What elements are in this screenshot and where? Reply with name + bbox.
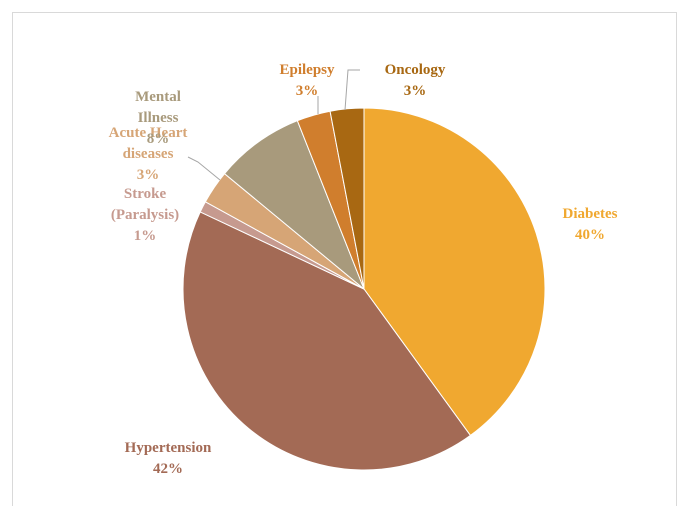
data-label-diabetes: Diabetes 40% (563, 206, 618, 243)
data-label-hypertension: Hypertension 42% (125, 440, 212, 477)
data-label-acute-heart-diseases: Acute Heart diseases 3% (109, 125, 188, 183)
data-label-mental-illness: Mental Illness 8% (135, 89, 181, 147)
data-label-epilepsy: Epilepsy 3% (279, 62, 335, 99)
data-label-oncology: Oncology 3% (385, 62, 446, 99)
pie-slice-oncology (329, 107, 365, 290)
data-label-stroke-paralysis: Stroke (Paralysis) 1% (111, 186, 179, 244)
pie-slice-diabetes (363, 107, 546, 437)
pie-slice-mental-illness (223, 120, 365, 290)
leader-line (344, 69, 360, 111)
leader-line (187, 156, 221, 181)
pie-slice-hypertension (182, 211, 472, 471)
